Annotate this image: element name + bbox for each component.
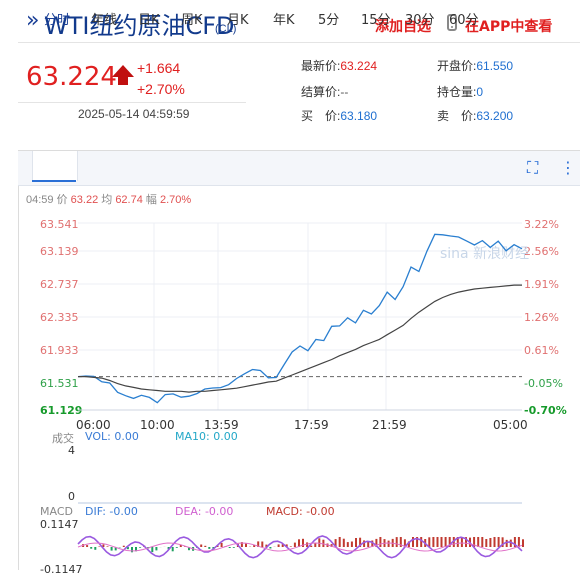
macd-bar: [172, 547, 174, 551]
macd-bar: [155, 547, 157, 550]
macd-bar: [396, 537, 398, 547]
chart-watermark: sina 新浪财经: [440, 246, 529, 262]
macd-bar: [343, 539, 345, 547]
dea-value: DEA: -0.00: [175, 505, 233, 518]
macd-bar: [94, 547, 96, 550]
macd-bar: [347, 542, 349, 547]
x-tick: 17:59: [294, 418, 329, 432]
macd-bar: [412, 537, 414, 547]
macd-bar: [221, 543, 223, 547]
macd-bar: [139, 547, 141, 548]
macd-bar: [518, 537, 520, 547]
macd-bar: [420, 537, 422, 547]
macd-bar: [98, 547, 100, 548]
macd-bar: [445, 537, 447, 547]
macd-bar: [441, 537, 443, 547]
macd-bar: [176, 547, 178, 548]
avg-price-line: [78, 285, 522, 392]
macd-bar: [200, 545, 202, 548]
macd-bar: [388, 541, 390, 547]
macd-bar: [151, 547, 153, 552]
macd-bar: [522, 539, 524, 547]
macd-bar: [506, 540, 508, 547]
volume-tick: 4: [68, 444, 75, 457]
macd-bar: [461, 537, 463, 547]
macd-bar: [208, 547, 210, 549]
x-tick: 05:00: [493, 418, 528, 432]
macd-bar: [261, 542, 263, 548]
macd-value: MACD: -0.00: [266, 505, 335, 518]
macd-label: MACD: [40, 505, 73, 518]
macd-bar: [86, 545, 88, 547]
macd-bar: [498, 537, 500, 547]
macd-bar: [107, 546, 109, 547]
macd-bar: [481, 537, 483, 547]
macd-bar: [245, 544, 247, 547]
macd-bar: [355, 538, 357, 547]
macd-bar: [437, 537, 439, 547]
macd-bar: [229, 547, 231, 548]
macd-bar: [290, 546, 292, 547]
macd-bar: [90, 547, 92, 549]
macd-bar: [494, 537, 496, 547]
ma10-value: MA10: 0.00: [175, 430, 238, 443]
macd-bar: [432, 537, 434, 547]
x-tick: 10:00: [140, 418, 175, 432]
x-tick: 21:59: [372, 418, 407, 432]
macd-bar: [351, 542, 353, 548]
macd-bar: [477, 537, 479, 547]
macd-bar: [278, 544, 280, 547]
macd-bar: [204, 546, 206, 547]
macd-bar: [233, 547, 235, 548]
vol-value: VOL: 0.00: [85, 430, 139, 443]
macd-bar: [269, 547, 271, 549]
macd-tick: 0.1147: [40, 518, 79, 531]
macd-bar: [131, 547, 133, 552]
macd-bar: [123, 546, 125, 547]
macd-bar: [111, 547, 113, 551]
macd-bar: [379, 537, 381, 547]
dif-value: DIF: -0.00: [85, 505, 138, 518]
macd-bar: [485, 539, 487, 547]
macd-bar: [339, 537, 341, 547]
macd-bar: [489, 538, 491, 547]
volume-tick: 0: [68, 490, 75, 503]
macd-bar: [294, 543, 296, 547]
